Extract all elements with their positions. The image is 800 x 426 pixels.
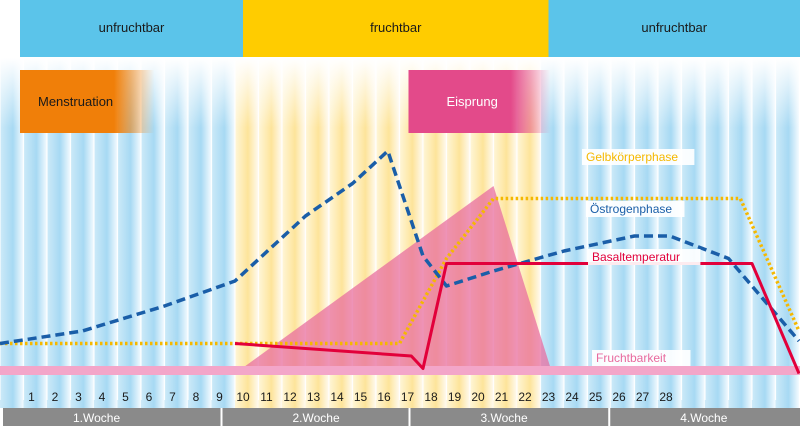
day-column xyxy=(564,58,588,408)
day-tick-label: 9 xyxy=(216,390,223,404)
day-tick-label: 2 xyxy=(52,390,59,404)
series-label-bg xyxy=(588,249,701,265)
legend-fruchtbarkeit: Fruchtbarkeit xyxy=(596,351,667,365)
series-label-bg xyxy=(592,350,691,366)
legend-basaltemperatur: Basaltemperatur xyxy=(592,250,680,264)
day-column xyxy=(728,58,752,408)
phase-bar xyxy=(243,0,549,57)
day-axis: 1 2 3 4 5 6 7 8 9 10 11 12 13 14 15 16 17 18 19 20 21 22 23 24 2… xyxy=(28,390,673,404)
day-column xyxy=(235,58,259,408)
day-column xyxy=(282,58,306,408)
phase-label: unfruchtbar xyxy=(641,20,707,35)
series-labels: Gelbkörperphase Östrogenphase Basaltempera… xyxy=(582,149,701,366)
day-tick-label: 5 xyxy=(122,390,129,404)
day-tick-label: 18 xyxy=(424,390,438,404)
phase-label: unfruchtbar xyxy=(99,20,165,35)
day-tick-label: 23 xyxy=(542,390,556,404)
eisprung-label: Eisprung xyxy=(447,94,498,109)
day-tick-label: 17 xyxy=(401,390,415,404)
day-column xyxy=(164,58,188,408)
day-column xyxy=(47,58,71,408)
week-axis: 1.Woche 2.Woche 3.Woche 4.Woche xyxy=(3,408,800,426)
day-tick-label: 28 xyxy=(659,390,673,404)
phase-bars: unfruchtbar fruchtbar unfruchtbar xyxy=(20,0,800,57)
day-column xyxy=(705,58,729,408)
day-column xyxy=(752,58,776,408)
event-bars: Menstruation Eisprung xyxy=(20,70,551,133)
day-column xyxy=(611,58,635,408)
day-tick-label: 8 xyxy=(193,390,200,404)
day-column xyxy=(23,58,47,408)
week-label: 3.Woche xyxy=(481,411,528,425)
day-tick-label: 27 xyxy=(636,390,650,404)
legend-oestrogenphase: Östrogenphase xyxy=(590,202,672,216)
phase-bar xyxy=(20,0,243,57)
week-bar xyxy=(222,408,409,426)
day-column xyxy=(0,58,24,408)
day-tick-label: 6 xyxy=(146,390,153,404)
day-tick-label: 20 xyxy=(471,390,485,404)
eisprung-bar xyxy=(408,70,551,133)
day-tick-label: 14 xyxy=(330,390,344,404)
day-tick-label: 13 xyxy=(307,390,321,404)
day-tick-label: 19 xyxy=(448,390,462,404)
day-tick-label: 25 xyxy=(589,390,603,404)
day-column xyxy=(587,58,611,408)
day-tick-label: 1 xyxy=(28,390,35,404)
series-oestrogenphase-line xyxy=(0,149,800,346)
week-bar xyxy=(610,408,800,426)
phase-bar xyxy=(548,0,800,57)
series-lines xyxy=(0,149,800,375)
day-column xyxy=(117,58,141,408)
day-tick-label: 15 xyxy=(354,390,368,404)
day-column xyxy=(634,58,658,408)
day-tick-label: 3 xyxy=(75,390,82,404)
series-label-bg xyxy=(586,201,685,217)
day-tick-label: 24 xyxy=(565,390,579,404)
week-label: 1.Woche xyxy=(73,411,120,425)
day-column xyxy=(70,58,94,408)
day-tick-label: 12 xyxy=(283,390,297,404)
series-label-bg xyxy=(582,149,695,165)
menstruation-bar xyxy=(20,70,155,133)
day-tick-label: 11 xyxy=(260,390,273,404)
day-tick-label: 7 xyxy=(169,390,176,404)
legend-gelbkoerperphase: Gelbkörperphase xyxy=(586,150,678,164)
day-tick-label: 16 xyxy=(377,390,391,404)
day-column xyxy=(141,58,165,408)
series-fruchtbarkeit-area xyxy=(235,186,553,374)
week-bar xyxy=(410,408,609,426)
day-tick-label: 4 xyxy=(99,390,106,404)
week-label: 4.Woche xyxy=(680,411,727,425)
fertility-baseline xyxy=(0,366,800,375)
phase-label: fruchtbar xyxy=(370,20,422,35)
day-column xyxy=(658,58,682,408)
day-column xyxy=(540,58,564,408)
series-basaltemperatur-line xyxy=(234,262,800,375)
day-column xyxy=(188,58,212,408)
day-tick-label: 22 xyxy=(518,390,532,404)
day-column xyxy=(258,58,282,408)
day-column xyxy=(211,58,235,408)
day-tick-label: 26 xyxy=(612,390,626,404)
day-column xyxy=(681,58,705,408)
menstruation-label: Menstruation xyxy=(38,94,113,109)
week-bar xyxy=(3,408,221,426)
fertility-area xyxy=(235,186,553,374)
day-tick-label: 10 xyxy=(236,390,250,404)
week-label: 2.Woche xyxy=(293,411,340,425)
day-tick-label: 21 xyxy=(495,390,509,404)
